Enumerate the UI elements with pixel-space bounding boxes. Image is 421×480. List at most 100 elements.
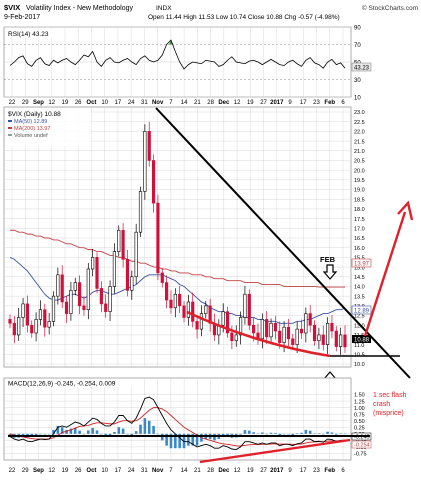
candle-body bbox=[221, 311, 225, 326]
macd-hist-bar bbox=[247, 430, 251, 434]
chart-name: Volatility Index - New Methodology bbox=[26, 5, 133, 12]
candle-body bbox=[334, 330, 338, 347]
macd-hist-bar bbox=[108, 433, 112, 436]
macd-x-label: 31 bbox=[141, 468, 148, 474]
macd-hist-bar bbox=[243, 430, 247, 434]
rsi-tick-label: 30 bbox=[354, 78, 361, 84]
macd-hist-bar bbox=[47, 433, 51, 435]
price-x-label: 21 bbox=[194, 100, 201, 106]
price-x-label: 24 bbox=[128, 100, 135, 106]
rsi-value-badge: 43.23 bbox=[354, 66, 370, 72]
descending-trendline bbox=[155, 107, 411, 379]
macd-x-label: 22 bbox=[9, 468, 16, 474]
macd-hist-bar bbox=[73, 427, 77, 434]
candle-body bbox=[199, 313, 204, 330]
candle-body bbox=[73, 282, 77, 291]
macd-hist-bar bbox=[265, 433, 268, 435]
candle-body bbox=[130, 276, 134, 291]
price-x-label: 31 bbox=[141, 100, 148, 106]
macd-x-label: 19 bbox=[62, 468, 69, 474]
price-badges: 13.97 12.89 10.88 bbox=[351, 258, 372, 344]
macd-x-label: Nov bbox=[152, 468, 164, 474]
macd-x-label: 17 bbox=[115, 468, 122, 474]
macd-tick-label: 1.00 bbox=[354, 406, 365, 412]
macd-hist-bar bbox=[56, 425, 60, 434]
candle-body bbox=[112, 251, 117, 287]
flash-crash-note-line2: crash bbox=[373, 401, 390, 408]
candle-body bbox=[60, 274, 64, 303]
rsi-legend: RSI(14) 43.23 bbox=[8, 31, 49, 38]
ohlc-readout: Open 11.44 High 11.53 Low 10.74 Close 10… bbox=[148, 14, 340, 21]
macd-hist-bar bbox=[339, 433, 342, 435]
macd-hist-bar bbox=[256, 433, 260, 435]
macd-hist-bar bbox=[261, 432, 264, 434]
macd-hist-bar bbox=[239, 433, 242, 435]
price-tick-label: 14.5 bbox=[354, 275, 365, 281]
macd-hist-bar bbox=[117, 427, 121, 434]
price-x-label: 22 bbox=[9, 100, 16, 106]
flash-crash-note-line3: (misprice) bbox=[373, 410, 404, 417]
candle-body bbox=[17, 317, 21, 336]
candle-body bbox=[230, 332, 234, 342]
macd-hist-bar bbox=[195, 433, 199, 446]
macd-hist-bar bbox=[126, 433, 129, 435]
price-x-label: 26 bbox=[75, 100, 82, 106]
price-tick-label: 19.5 bbox=[354, 178, 365, 184]
candle-body bbox=[339, 334, 343, 347]
price-x-label: Dec bbox=[218, 100, 230, 106]
close-badge-bg bbox=[352, 335, 371, 343]
macd-hist-bar bbox=[278, 433, 282, 436]
macd-panel bbox=[3, 377, 352, 461]
candle-body bbox=[95, 257, 99, 289]
price-x-label: 12 bbox=[48, 100, 55, 106]
candle-body bbox=[204, 305, 208, 314]
lower-lows-curve bbox=[186, 310, 331, 358]
legend-volume: Volume undef bbox=[14, 133, 48, 139]
macd-hist-bar bbox=[187, 433, 190, 446]
price-tick-label: 18.5 bbox=[354, 197, 365, 203]
macd-hist-bar bbox=[291, 433, 295, 436]
price-x-label: Feb bbox=[324, 100, 335, 106]
down-arrow-icon bbox=[322, 264, 338, 280]
price-tick-label: 15.0 bbox=[354, 265, 365, 271]
price-grid bbox=[4, 107, 351, 367]
price-tick-label: 16.0 bbox=[354, 246, 365, 252]
price-x-label: 9 bbox=[288, 100, 292, 106]
candle-body bbox=[91, 257, 95, 270]
candle-body bbox=[186, 301, 190, 318]
candle-body bbox=[108, 286, 112, 312]
macd-x-label: 27 bbox=[260, 468, 267, 474]
candle-body bbox=[269, 322, 273, 338]
macd-hist-bar bbox=[287, 433, 290, 435]
candle-body bbox=[34, 319, 38, 334]
macd-x-label: 12 bbox=[48, 468, 55, 474]
rsi-legend-bg bbox=[6, 29, 58, 38]
macd-hist-bar bbox=[326, 431, 329, 434]
macd-hist-bar bbox=[113, 431, 116, 434]
macd-hist-bar bbox=[313, 433, 316, 435]
macd-hist-bar bbox=[182, 433, 186, 449]
macd-hist-bar bbox=[82, 433, 86, 435]
candle-body bbox=[343, 334, 347, 348]
price-tick-label: 12.0 bbox=[354, 323, 365, 329]
candle-body bbox=[64, 301, 69, 314]
macd-hist-bar bbox=[165, 433, 168, 446]
macd-legend-bg bbox=[6, 379, 138, 387]
macd-hist-bar bbox=[178, 433, 181, 449]
moving-averages bbox=[9, 229, 346, 324]
macd-hist-bar bbox=[152, 425, 155, 434]
macd-x-label: 7 bbox=[169, 468, 173, 474]
watermark: © StockCharts.com bbox=[362, 4, 418, 12]
candle-body bbox=[117, 229, 121, 252]
price-tick-label: 17.5 bbox=[354, 217, 365, 223]
macd-hist-bar bbox=[91, 428, 94, 434]
candle-body bbox=[147, 131, 151, 161]
chart-exchange: INDX bbox=[156, 5, 172, 12]
price-x-label: Sep bbox=[33, 100, 44, 106]
macd-x-label: 28 bbox=[207, 468, 214, 474]
macd-x-label: 21 bbox=[194, 468, 201, 474]
candle-body bbox=[312, 324, 317, 342]
ma50-badge: 12.89 bbox=[354, 309, 370, 315]
macd-x-label: Oct bbox=[86, 468, 96, 474]
candle-body bbox=[225, 311, 230, 334]
